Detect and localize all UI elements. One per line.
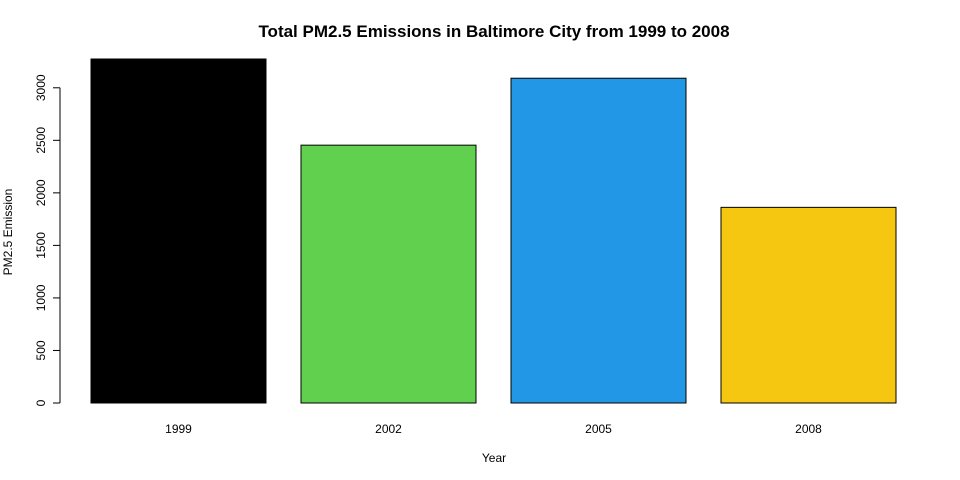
chart-title: Total PM2.5 Emissions in Baltimore City … xyxy=(258,22,729,41)
bar-2005 xyxy=(510,77,687,404)
y-tick-label: 1500 xyxy=(34,232,48,259)
y-tick-label: 2000 xyxy=(34,179,48,206)
y-tick-label: 500 xyxy=(34,340,48,360)
x-tick-labels: 1999 2002 2005 2008 xyxy=(165,422,822,436)
x-tick-label: 2005 xyxy=(585,422,612,436)
x-axis-label: Year xyxy=(482,451,506,465)
y-tick-label: 2500 xyxy=(34,127,48,154)
x-tick-label: 1999 xyxy=(165,422,192,436)
x-tick-label: 2002 xyxy=(375,422,402,436)
bar-2002 xyxy=(300,144,477,404)
y-tick-label: 0 xyxy=(34,399,48,406)
y-axis-label: PM2.5 Emission xyxy=(1,189,15,276)
y-axis: 0 500 1000 1500 2000 2500 3000 xyxy=(34,74,61,406)
bars xyxy=(90,58,897,404)
x-tick-label: 2008 xyxy=(795,422,822,436)
bar-1999 xyxy=(90,58,267,404)
bar-2008 xyxy=(720,206,897,404)
y-tick-label: 1000 xyxy=(34,284,48,311)
y-tick-label: 3000 xyxy=(34,74,48,101)
